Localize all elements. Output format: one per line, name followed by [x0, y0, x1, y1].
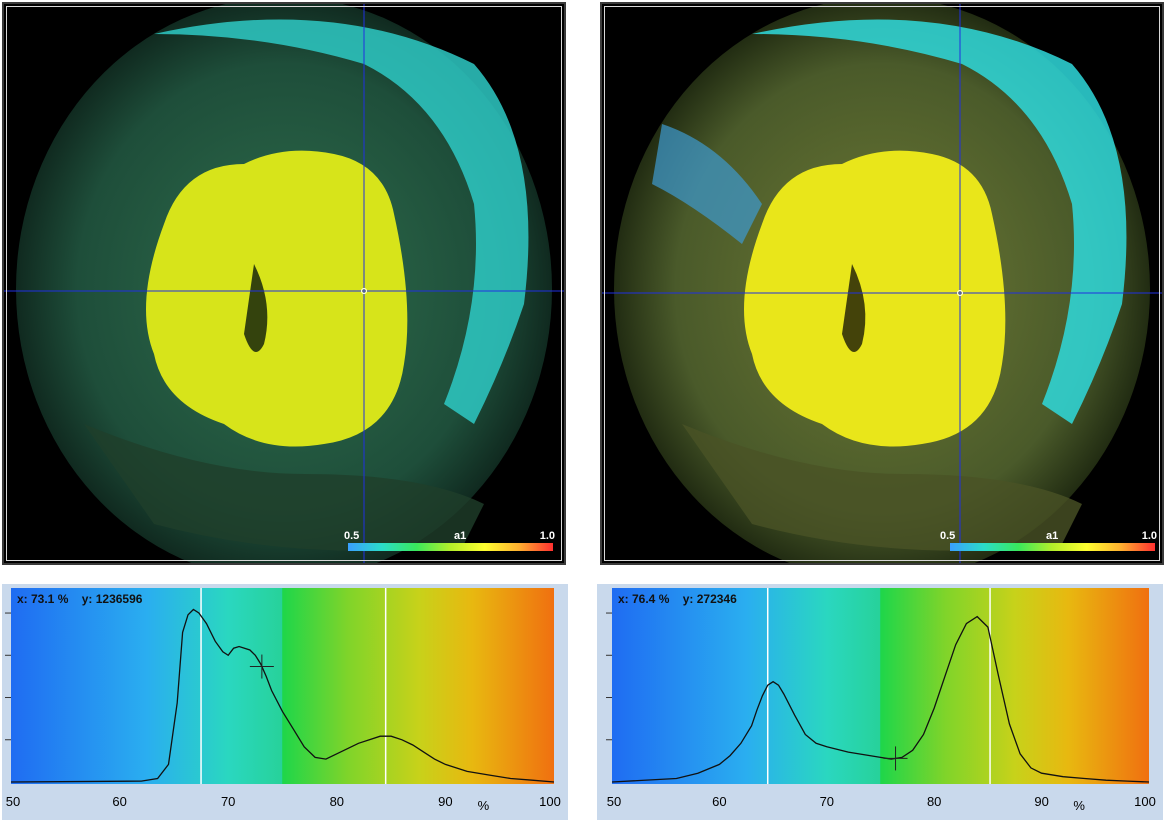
histogram-svg — [11, 588, 554, 784]
lower-tissue — [682, 424, 1082, 551]
tumor-region — [146, 150, 408, 447]
colorbar-channel-label: a1 — [1046, 530, 1059, 542]
image-panel-right[interactable]: 0.5 a1 1.0 — [600, 2, 1164, 565]
histogram-left: x: 73.1 % y: 1236596 50 60 70 80 90 100% — [2, 584, 568, 820]
tissue-image-left — [4, 4, 564, 563]
colorbar-min-label: 0.5 — [344, 530, 360, 542]
x-tick-label: 50 — [606, 794, 622, 809]
x-unit-label: % — [1073, 798, 1085, 813]
cursor-readout: x: 73.1 % y: 1236596 — [17, 592, 142, 606]
x-tick-label: 50 — [5, 794, 21, 809]
dark-fissure — [244, 264, 268, 352]
colorbar-gradient — [348, 543, 553, 551]
histogram-svg — [612, 588, 1149, 784]
blue-streak — [652, 124, 762, 244]
cyan-tissue-band — [154, 19, 529, 425]
colorbar-channel-label: a1 — [454, 530, 467, 542]
cursor-x-readout: x: 76.4 % — [618, 592, 670, 606]
x-tick-label: 70 — [819, 794, 835, 809]
dark-fissure — [842, 264, 866, 352]
cursor-crosshair[interactable] — [883, 746, 908, 771]
histogram-plot-area[interactable]: x: 73.1 % y: 1236596 — [11, 588, 554, 784]
cursor-y-readout: y: 1236596 — [81, 592, 143, 606]
colorbar-max-label: 1.0 — [1141, 530, 1157, 542]
x-tick-label: 70 — [220, 794, 236, 809]
cursor-x-readout: x: 73.1 % — [17, 592, 69, 606]
histogram-plot-area[interactable]: x: 76.4 % y: 272346 — [612, 588, 1149, 784]
image-panel-left[interactable]: 0.5 a1 1.0 — [2, 2, 566, 565]
x-unit-label: % — [477, 798, 490, 813]
cursor-y-readout: y: 272346 — [682, 592, 737, 606]
tumor-region — [744, 150, 1006, 447]
tissue-image-right — [602, 4, 1162, 563]
histogram-right: x: 76.4 % y: 272346 50 60 70 80 90 100% — [597, 584, 1163, 820]
x-tick-label: 100 — [1134, 794, 1156, 809]
x-tick-label: 90 — [438, 794, 453, 809]
x-tick-label: 80 — [329, 794, 345, 809]
colorbar-min-label: 0.5 — [940, 530, 956, 542]
cyan-tissue-band — [752, 19, 1127, 425]
x-tick-label: 90 — [1034, 794, 1049, 809]
cursor-readout: x: 76.4 % y: 272346 — [618, 592, 737, 606]
crosshair-center — [957, 290, 963, 296]
colorbar-gradient — [950, 543, 1155, 551]
x-tick-label: 80 — [926, 794, 942, 809]
cursor-crosshair[interactable] — [249, 654, 274, 679]
colorbar-max-label: 1.0 — [539, 530, 555, 542]
x-tick-label: 100 — [539, 794, 561, 809]
x-tick-label: 60 — [712, 794, 727, 809]
x-tick-label: 60 — [112, 794, 127, 809]
histogram-curve — [11, 608, 554, 783]
colorbar-left: 0.5 a1 1.0 — [344, 530, 555, 552]
lower-tissue — [84, 424, 484, 551]
crosshair-center — [361, 288, 367, 294]
histogram-curve — [612, 615, 1149, 783]
colorbar-right: 0.5 a1 1.0 — [940, 530, 1157, 552]
